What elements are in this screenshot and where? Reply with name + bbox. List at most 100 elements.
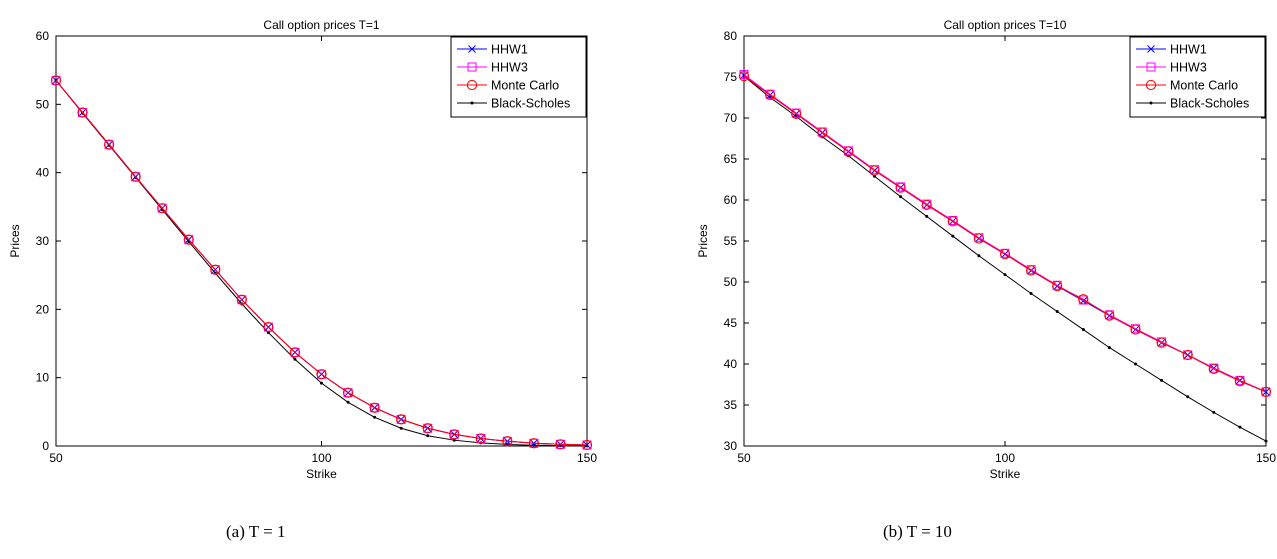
data-point bbox=[373, 415, 377, 419]
data-point bbox=[947, 216, 958, 227]
data-point bbox=[1182, 349, 1193, 361]
data-point bbox=[502, 436, 513, 447]
series-line bbox=[743, 75, 1267, 393]
data-point bbox=[1261, 387, 1271, 397]
caption-a: (a) T = 1 bbox=[226, 522, 286, 541]
data-point bbox=[1026, 265, 1037, 276]
legend-marker bbox=[468, 45, 476, 53]
data-point bbox=[738, 71, 750, 82]
data-point bbox=[289, 347, 301, 358]
x-tick-label: 50 bbox=[737, 451, 751, 465]
data-point bbox=[1104, 310, 1115, 321]
data-point bbox=[1160, 378, 1164, 382]
data-point bbox=[157, 203, 167, 213]
legend-marker-b bbox=[1147, 45, 1155, 53]
y-tick-label: 35 bbox=[724, 398, 738, 412]
legend-label: Black-Scholes bbox=[491, 97, 570, 111]
data-point bbox=[131, 172, 141, 182]
legend: HHW1 HHW3 Monte Carlo Black-Scholes bbox=[450, 36, 587, 118]
data-point bbox=[765, 89, 776, 101]
data-point bbox=[555, 439, 566, 450]
data-point bbox=[449, 429, 459, 439]
y-tick-label: 70 bbox=[724, 111, 738, 125]
data-point bbox=[1186, 395, 1190, 399]
data-point bbox=[977, 254, 981, 258]
x-axis-label: Strike bbox=[990, 467, 1021, 481]
y-tick-label: 40 bbox=[36, 166, 50, 180]
y-tick-label: 20 bbox=[36, 302, 50, 316]
data-point bbox=[581, 439, 593, 451]
legend-entry: HHW1 bbox=[457, 43, 528, 57]
x-tick-label: 150 bbox=[577, 451, 597, 465]
data-point bbox=[263, 322, 273, 332]
legend-marker-b bbox=[468, 45, 476, 53]
y-tick-label: 45 bbox=[724, 316, 738, 330]
data-point bbox=[157, 203, 168, 214]
data-point bbox=[396, 414, 407, 425]
data-point bbox=[369, 402, 380, 413]
y-axis-label: Prices bbox=[8, 224, 22, 257]
legend-label: Black-Scholes bbox=[1170, 97, 1249, 111]
data-point bbox=[475, 433, 486, 444]
data-point bbox=[1055, 310, 1059, 314]
data-point bbox=[290, 347, 300, 357]
data-point bbox=[210, 265, 220, 275]
data-point bbox=[1107, 346, 1111, 350]
legend-label: Monte Carlo bbox=[491, 79, 559, 93]
y-tick-label: 30 bbox=[36, 234, 50, 248]
data-point bbox=[210, 264, 221, 275]
legend-label: HHW3 bbox=[491, 61, 528, 75]
series-monte-carlo bbox=[738, 71, 1272, 397]
data-point-b bbox=[52, 76, 60, 85]
data-point bbox=[104, 139, 115, 150]
legend-label: Monte Carlo bbox=[1170, 79, 1238, 93]
data-point bbox=[77, 107, 88, 118]
data-point bbox=[921, 199, 932, 211]
data-point bbox=[316, 369, 327, 380]
data-point-b bbox=[740, 71, 748, 80]
data-point bbox=[951, 234, 955, 238]
data-point bbox=[396, 414, 406, 424]
data-point bbox=[1029, 291, 1033, 295]
data-point bbox=[1183, 350, 1193, 360]
data-point bbox=[423, 423, 433, 433]
x-tick-label: 150 bbox=[1256, 451, 1276, 465]
y-tick-label: 60 bbox=[36, 29, 50, 43]
y-tick-label: 65 bbox=[724, 152, 738, 166]
legend-entry: Black-Scholes bbox=[457, 97, 570, 111]
legend-entry: HHW1 bbox=[1136, 43, 1207, 57]
data-point bbox=[1052, 281, 1063, 292]
y-tick-label: 55 bbox=[724, 234, 738, 248]
y-tick-label: 75 bbox=[724, 70, 738, 84]
legend-entry: Monte Carlo bbox=[1136, 79, 1238, 93]
legend-marker bbox=[1149, 101, 1153, 105]
chart-title: Call option prices T=10 bbox=[944, 18, 1067, 32]
data-point bbox=[1208, 363, 1219, 375]
legend-marker bbox=[1145, 79, 1157, 91]
legend-marker bbox=[1147, 45, 1155, 53]
series-line bbox=[55, 80, 588, 446]
data-point bbox=[346, 400, 350, 404]
y-tick-label: 50 bbox=[724, 275, 738, 289]
data-point bbox=[51, 75, 61, 85]
data-point bbox=[973, 233, 985, 244]
legend-label: HHW1 bbox=[1170, 43, 1207, 57]
x-tick-label: 50 bbox=[49, 451, 63, 465]
data-point bbox=[925, 214, 929, 218]
data-point bbox=[342, 387, 354, 398]
legend-marker bbox=[466, 79, 478, 91]
data-point bbox=[320, 381, 323, 385]
legend-entry: Monte Carlo bbox=[457, 79, 559, 93]
data-point bbox=[263, 322, 274, 333]
chart-title: Call option prices T=1 bbox=[263, 18, 380, 32]
data-point bbox=[237, 295, 247, 305]
data-point bbox=[899, 195, 903, 199]
legend-entry: HHW3 bbox=[1136, 61, 1207, 75]
legend-marker bbox=[470, 101, 474, 105]
data-point bbox=[399, 426, 403, 430]
data-point bbox=[78, 108, 88, 118]
data-point bbox=[1078, 294, 1089, 305]
y-tick-label: 30 bbox=[724, 439, 738, 453]
legend-marker bbox=[467, 62, 477, 72]
y-tick-label: 0 bbox=[42, 439, 49, 453]
